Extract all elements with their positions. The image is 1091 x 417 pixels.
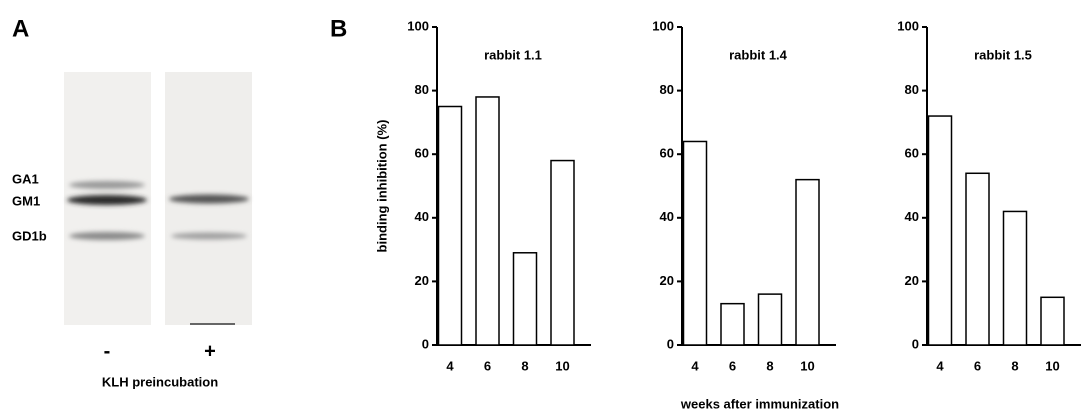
x-axis-label: KLH preincubation <box>102 374 218 389</box>
x-tick-label: 6 <box>974 358 981 373</box>
x-tick-label: 6 <box>484 358 491 373</box>
chart-title: rabbit 1.1 <box>484 47 542 62</box>
y-tick-label: 0 <box>422 336 429 351</box>
band-label: GA1 <box>12 171 39 186</box>
y-tick-label: 40 <box>660 209 674 224</box>
bar <box>475 96 500 346</box>
bar <box>1040 296 1065 346</box>
x-tick-label: 4 <box>691 358 699 373</box>
lane-label: - <box>104 340 111 362</box>
y-tick-label: 100 <box>407 18 429 33</box>
bar <box>550 159 575 346</box>
x-tick-label: 10 <box>800 358 814 373</box>
chart-title: rabbit 1.4 <box>729 47 788 62</box>
band-label: GM1 <box>12 193 40 208</box>
x-tick-label: 10 <box>555 358 569 373</box>
chart-title: rabbit 1.5 <box>974 47 1032 62</box>
y-tick-label: 80 <box>415 82 429 97</box>
y-axis-label: binding inhibition (%) <box>374 120 389 253</box>
y-tick-label: 40 <box>905 209 919 224</box>
bar <box>682 140 708 346</box>
band <box>69 181 145 189</box>
band-label: GD1b <box>12 228 47 243</box>
band <box>69 232 145 240</box>
y-tick-label: 20 <box>660 273 674 288</box>
y-tick-label: 0 <box>667 336 674 351</box>
gel <box>64 72 252 325</box>
y-tick-label: 60 <box>660 146 674 161</box>
y-tick-label: 80 <box>905 82 919 97</box>
x-tick-label: 8 <box>1011 358 1018 373</box>
x-tick-label: 4 <box>936 358 944 373</box>
bar <box>512 252 538 346</box>
x-tick-label: 6 <box>729 358 736 373</box>
panel-label: A <box>12 15 29 42</box>
y-tick-label: 60 <box>415 146 429 161</box>
y-tick-label: 0 <box>912 336 919 351</box>
lane-label: + <box>204 340 216 362</box>
bar <box>795 178 820 346</box>
y-tick-label: 20 <box>415 273 429 288</box>
y-tick-label: 100 <box>652 18 674 33</box>
bar <box>757 293 783 346</box>
x-tick-label: 8 <box>521 358 528 373</box>
y-tick-label: 40 <box>415 209 429 224</box>
y-tick-label: 20 <box>905 273 919 288</box>
band <box>169 194 249 204</box>
bar <box>1002 210 1028 346</box>
band <box>171 232 247 240</box>
x-tick-label: 8 <box>766 358 773 373</box>
bar <box>927 115 953 346</box>
y-tick-label: 80 <box>660 82 674 97</box>
x-tick-label: 4 <box>446 358 454 373</box>
x-axis-label: weeks after immunization <box>680 396 839 411</box>
bar <box>965 172 990 346</box>
y-tick-label: 100 <box>897 18 919 33</box>
panel-label: B <box>330 15 347 42</box>
bar <box>720 302 745 346</box>
band <box>67 195 147 205</box>
x-tick-label: 10 <box>1045 358 1059 373</box>
y-tick-label: 60 <box>905 146 919 161</box>
bar <box>437 105 463 346</box>
